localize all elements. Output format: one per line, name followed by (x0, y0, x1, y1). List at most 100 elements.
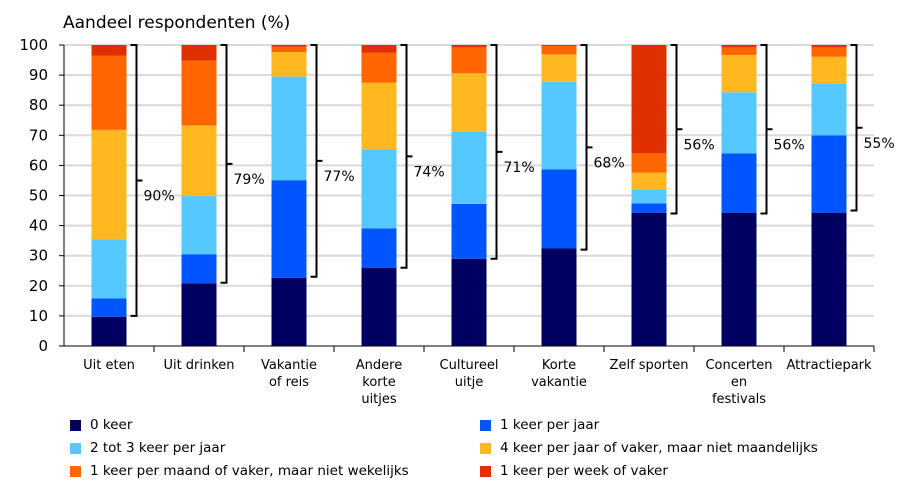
bar-segment (361, 52, 397, 83)
bar-segment (631, 189, 667, 204)
annotation-label: 56% (774, 137, 805, 153)
x-tick-label: of reis (269, 375, 309, 390)
bar-segment (271, 277, 307, 346)
x-tick-label: Vakantie (261, 358, 317, 373)
bar-segment (91, 316, 127, 346)
bar-segment (811, 135, 847, 213)
bar-segment (361, 268, 397, 346)
x-tick-label: Korte (542, 358, 576, 373)
y-tick-label: 60 (29, 156, 48, 174)
y-tick-label: 10 (29, 307, 48, 325)
bar-segment (361, 149, 397, 229)
x-tick-label: Concerten (705, 358, 772, 373)
legend-swatch (480, 442, 491, 454)
bar-segment (631, 45, 667, 154)
legend-swatch (70, 419, 81, 431)
bar-segment (181, 45, 217, 61)
y-tick-label: 70 (29, 126, 48, 144)
bracket (760, 44, 773, 215)
bar-segment (451, 47, 487, 74)
y-tick-label: 40 (29, 217, 48, 235)
annotation-label: 79% (234, 172, 265, 188)
y-tick-label: 0 (38, 337, 48, 355)
bar-segment (541, 45, 577, 46)
bracket (400, 44, 413, 269)
bar-segment (451, 131, 487, 204)
bar-segment (811, 47, 847, 57)
bar-segment (181, 254, 217, 284)
bracket (670, 44, 683, 215)
annotation-label: 55% (864, 136, 895, 152)
x-tick-label: Andere (356, 358, 402, 373)
legend-label: 2 tot 3 keer per jaar (90, 440, 226, 456)
x-tick-label: vakantie (531, 375, 587, 390)
legend-label: 1 keer per week of vaker (500, 463, 668, 479)
x-tick-label: festivals (712, 392, 766, 407)
y-axis-label: Aandeel respondenten (%) (63, 13, 290, 33)
y-tick-label: 90 (29, 66, 48, 84)
bar-segment (271, 45, 307, 47)
x-tick-label: uitjes (361, 392, 397, 407)
bar-segment (91, 45, 127, 56)
legend-item: 1 keer per week of vaker (480, 463, 668, 479)
bar-segment (631, 153, 667, 173)
legend-swatch (480, 419, 491, 431)
legend-label: 4 keer per jaar of vaker, maar niet maan… (500, 440, 818, 456)
legend-item: 1 keer per maand of vaker, maar niet wek… (70, 463, 409, 479)
bar-segment (91, 239, 127, 299)
bar-segment (451, 258, 487, 346)
bar-segment (271, 180, 307, 278)
bar-segment (721, 45, 757, 48)
bar-segment (91, 298, 127, 317)
x-tick-label: en (731, 375, 747, 390)
legend-label: 1 keer per maand of vaker, maar niet wek… (90, 463, 409, 479)
legend-item: 2 tot 3 keer per jaar (70, 440, 225, 456)
bar-segment (541, 54, 577, 82)
bracket (850, 44, 863, 212)
bar-segment (721, 212, 757, 346)
bar-segment (811, 56, 847, 84)
bar-segment (181, 60, 217, 126)
bracket (490, 44, 503, 260)
bar-segment (811, 45, 847, 48)
legend-item: 4 keer per jaar of vaker, maar niet maan… (480, 440, 818, 456)
bar-segment (721, 153, 757, 213)
legend-label: 1 keer per jaar (500, 417, 600, 433)
y-tick-label: 100 (19, 36, 48, 54)
bar-segment (631, 172, 667, 190)
bar-segment (721, 92, 757, 154)
bar-segment (271, 46, 307, 53)
bar-segment (181, 125, 217, 197)
x-tick-label: Zelf sporten (610, 358, 689, 373)
y-tick-label: 80 (29, 96, 48, 114)
bracket (130, 44, 143, 317)
legend-item: 1 keer per jaar (480, 417, 599, 433)
x-tick-label: Uit drinken (163, 358, 234, 373)
bracket (580, 44, 593, 251)
bar-segment (271, 76, 307, 181)
bar-segment (181, 283, 217, 346)
annotation-label: 77% (324, 169, 355, 185)
bar-segment (811, 212, 847, 346)
annotation-label: 74% (414, 164, 445, 180)
bar-segment (451, 73, 487, 132)
y-tick-label: 50 (29, 187, 48, 205)
legend-swatch (480, 465, 491, 477)
bracket (310, 44, 323, 278)
bracket (220, 44, 233, 284)
y-tick-label: 30 (29, 247, 48, 265)
bar-segment (541, 248, 577, 346)
bar-segment (361, 82, 397, 150)
bar-segment (541, 169, 577, 249)
bar-segment (91, 129, 127, 240)
bar-segment (721, 47, 757, 55)
annotation-label: 90% (144, 188, 175, 204)
x-tick-label: Cultureel (440, 358, 499, 373)
annotation-label: 71% (504, 160, 535, 176)
bar-segment (541, 81, 577, 170)
x-tick-label: uitje (455, 375, 484, 390)
bar-segment (361, 45, 397, 53)
bar-segment (811, 83, 847, 136)
